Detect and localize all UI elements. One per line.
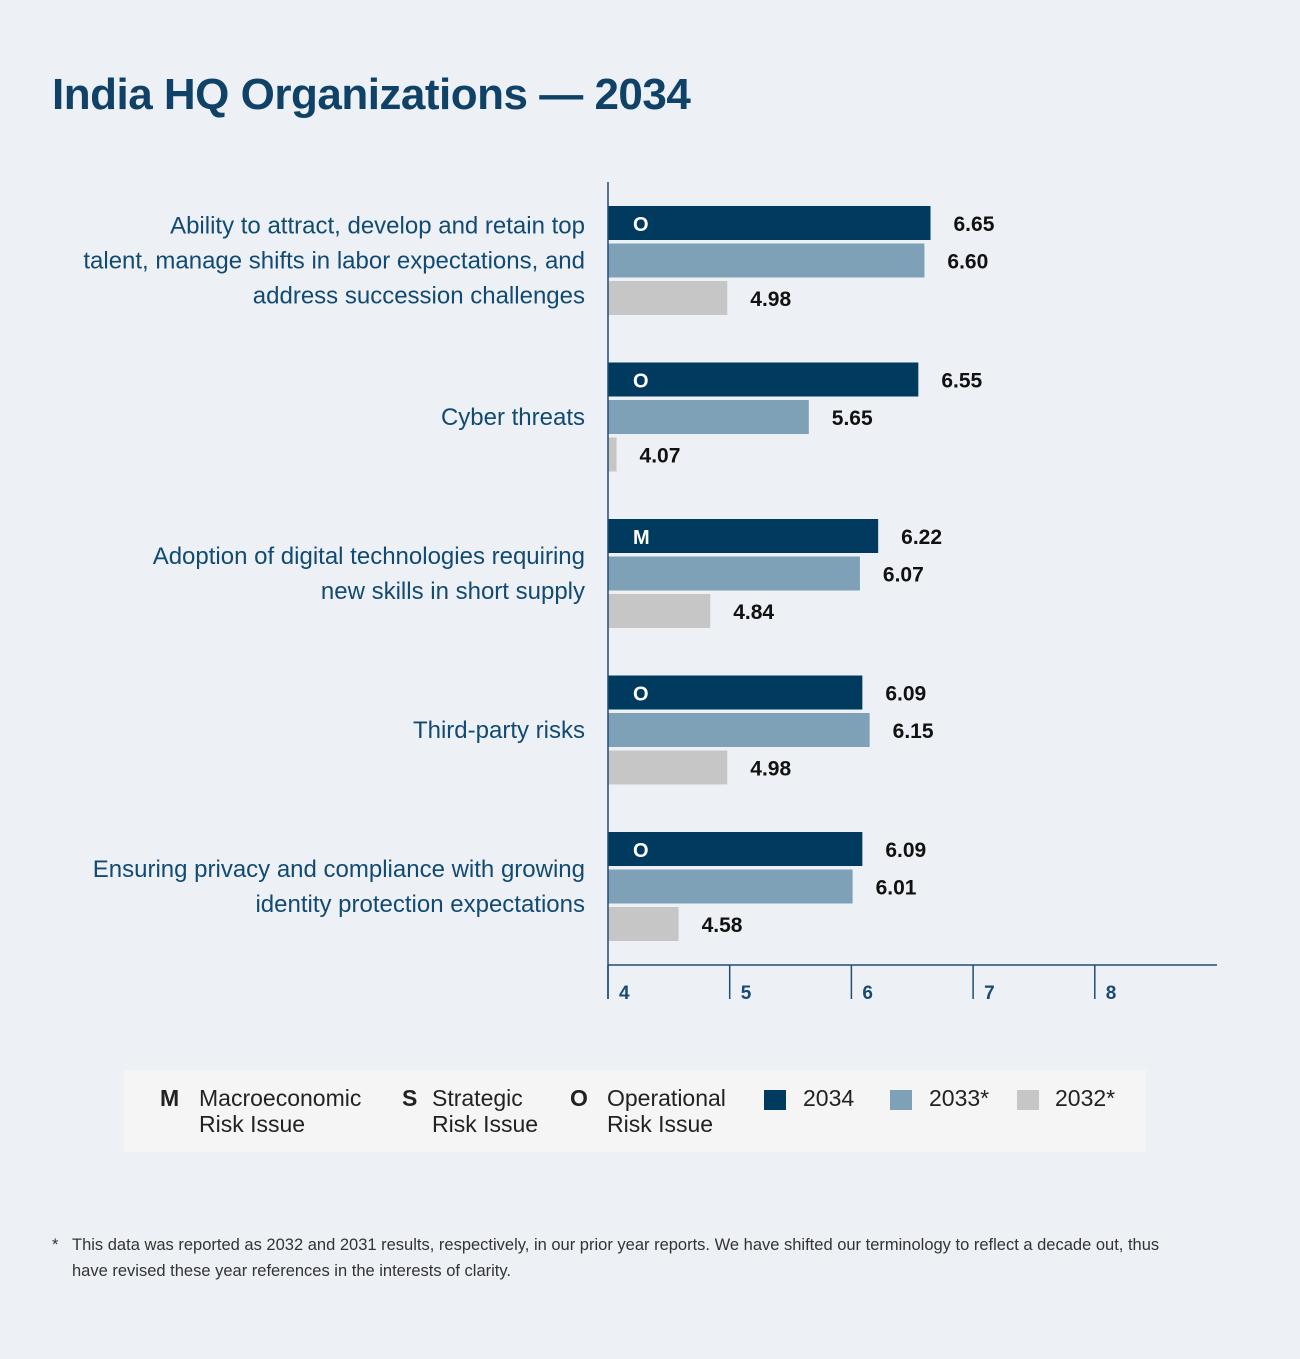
bar-2032	[608, 907, 679, 941]
value-label: 4.84	[733, 601, 774, 624]
legend-strategic-line2: Risk Issue	[432, 1111, 539, 1137]
x-tick-label: 8	[1106, 983, 1117, 1004]
value-label: 6.60	[947, 251, 988, 274]
value-label: 4.98	[750, 758, 791, 781]
bar-2034	[608, 206, 931, 240]
legend-swatch-2032	[1017, 1090, 1039, 1110]
legend-letter-strategic: S	[402, 1085, 418, 1111]
x-tick-label: 7	[984, 983, 995, 1004]
value-label: 6.65	[954, 213, 995, 236]
legend-swatch-2034	[764, 1090, 786, 1110]
x-tick-label: 5	[741, 983, 752, 1004]
bar-2032	[608, 750, 728, 785]
value-label: 4.58	[702, 914, 743, 937]
value-label: 6.15	[893, 720, 934, 743]
value-label: 4.98	[750, 288, 791, 311]
category-label: new skills in short supply	[321, 578, 585, 605]
bar-2033	[608, 556, 860, 591]
bar-2033	[608, 869, 853, 904]
legend-label-strategic: Strategic Risk Issue	[432, 1085, 538, 1137]
legend-macro-line2: Risk Issue	[199, 1111, 306, 1137]
bar-2034	[608, 519, 879, 553]
risk-type-letter: M	[633, 527, 650, 549]
bar-2034	[608, 362, 919, 397]
category-label: Cyber threats	[441, 404, 585, 431]
category-label: talent, manage shifts in labor expectati…	[83, 248, 585, 275]
footnote-marker: *	[52, 1236, 59, 1254]
legend-label-2032: 2032*	[1055, 1085, 1116, 1111]
risk-type-letter: O	[633, 840, 649, 862]
value-label: 6.01	[876, 877, 917, 900]
bar-2034	[608, 675, 863, 710]
risk-type-letter: O	[633, 371, 649, 393]
page-title: India HQ Organizations — 2034	[52, 70, 691, 119]
category-label: Adoption of digital technologies requiri…	[153, 543, 585, 570]
bar-2034	[608, 832, 863, 866]
bar-2032	[608, 594, 711, 628]
category-label: Third-party risks	[413, 717, 585, 744]
bar-2032	[608, 437, 617, 472]
value-label: 6.22	[901, 526, 942, 549]
value-label: 6.09	[885, 839, 926, 862]
legend-swatch-2033	[890, 1090, 912, 1110]
bar-2033	[608, 713, 870, 747]
legend-macro-line1: Macroeconomic	[199, 1085, 362, 1111]
risk-type-letter: O	[633, 214, 649, 236]
value-label: 5.65	[832, 407, 873, 430]
value-label: 4.07	[640, 445, 681, 468]
legend-strategic-line1: Strategic	[432, 1085, 523, 1111]
category-label: Ability to attract, develop and retain t…	[170, 213, 585, 240]
bar-2033	[608, 400, 809, 434]
footnote: * This data was reported as 2032 and 203…	[52, 1232, 1192, 1284]
legend-operational-line2: Risk Issue	[607, 1111, 714, 1137]
category-label: Ensuring privacy and compliance with gro…	[93, 856, 585, 883]
legend: M Macroeconomic Risk Issue S Strategic R…	[124, 1070, 1146, 1152]
legend-letter-operational: O	[570, 1085, 588, 1111]
x-tick-label: 4	[619, 983, 630, 1004]
footnote-text: This data was reported as 2032 and 2031 …	[72, 1236, 1160, 1280]
bar-2032	[608, 281, 728, 315]
legend-operational-line1: Operational	[607, 1085, 726, 1111]
value-label: 6.07	[883, 564, 924, 587]
category-label: address succession challenges	[253, 283, 585, 310]
legend-label-macro: Macroeconomic Risk Issue	[199, 1085, 361, 1137]
x-tick-label: 6	[862, 983, 873, 1004]
legend-letter-macro: M	[160, 1085, 180, 1111]
risk-type-letter: O	[633, 684, 649, 706]
value-label: 6.55	[941, 370, 982, 393]
category-label: identity protection expectations	[255, 891, 585, 918]
legend-label-2033: 2033*	[929, 1085, 990, 1111]
bar-chart: Ability to attract, develop and retain t…	[83, 182, 1217, 1004]
legend-label-2034: 2034	[803, 1085, 855, 1111]
legend-label-operational: Operational Risk Issue	[607, 1085, 726, 1137]
value-label: 6.09	[885, 683, 926, 706]
bar-2033	[608, 243, 925, 278]
